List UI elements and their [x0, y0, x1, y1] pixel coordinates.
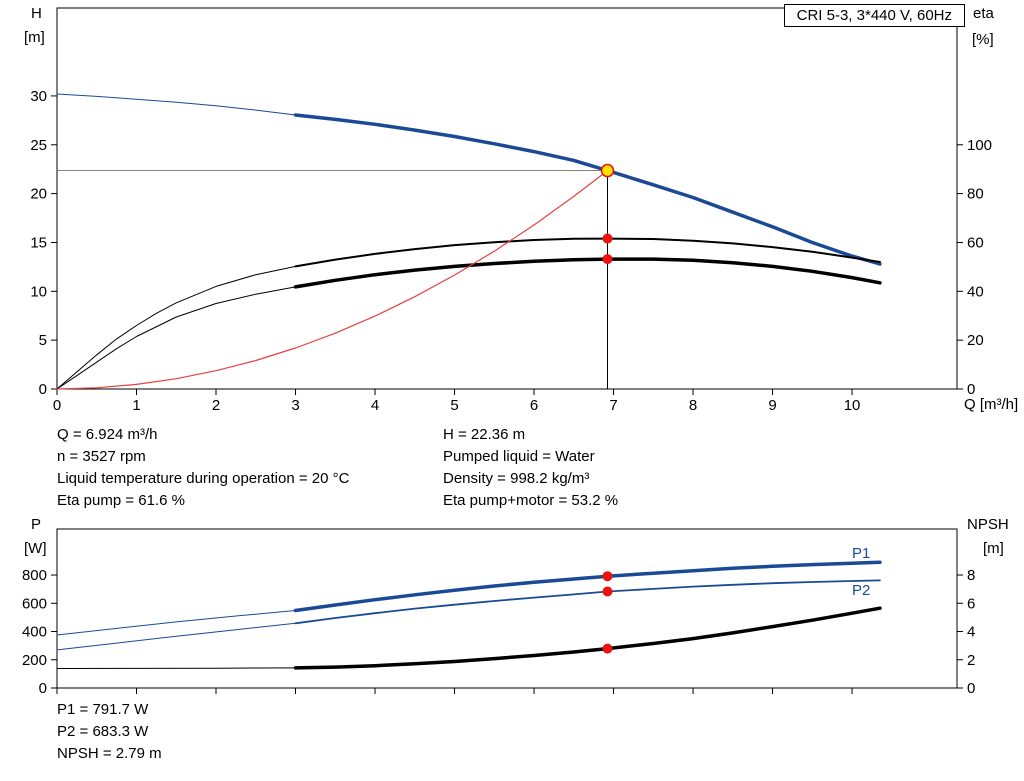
- p2-dot: [602, 586, 613, 597]
- npsh-lead: [56, 667, 296, 669]
- y-left-tick-label: 15: [30, 234, 47, 251]
- h-axis-unit: [m]: [24, 29, 45, 46]
- npsh-dot: [602, 643, 613, 654]
- eta-pump-motor-curve: [293, 257, 882, 289]
- head-curve: [293, 113, 882, 266]
- y-right-tick-label: 0: [967, 381, 975, 398]
- npsh-axis-label: NPSH: [967, 516, 1009, 533]
- y-right-tick-label: 60: [967, 234, 984, 251]
- p1-value-text: P1 = 791.7 W: [57, 701, 149, 718]
- eta-axis-unit: [%]: [972, 31, 994, 48]
- power-npsh-chart-frame: [56, 528, 958, 689]
- y-right-tick-label: 8: [967, 567, 975, 584]
- npsh-axis-unit: [m]: [983, 540, 1004, 557]
- x-tick-label: 2: [212, 397, 220, 414]
- operating-data-left-column: Q = 6.924 m³/h n = 3527 rpm Liquid tempe…: [57, 424, 349, 512]
- p1-lead: [56, 610, 296, 636]
- x-tick-label: 5: [450, 397, 458, 414]
- y-right-tick-label: 0: [967, 680, 975, 697]
- head-curve-lead: [56, 93, 296, 116]
- density-text: Density = 998.2 kg/m³: [443, 470, 590, 487]
- liquid-temperature-text: Liquid temperature during operation = 20…: [57, 470, 350, 487]
- y-left-tick-label: 0: [39, 381, 47, 398]
- duty-point: [600, 163, 615, 178]
- y-left-tick-label: 200: [22, 652, 47, 669]
- p1-dot: [602, 571, 613, 582]
- y-right-tick-label: 100: [967, 137, 992, 154]
- pumped-liquid-text: Pumped liquid = Water: [443, 448, 595, 465]
- y-left-tick-label: 20: [30, 186, 47, 203]
- npsh-value-text: NPSH = 2.79 m: [57, 745, 162, 762]
- y-left-tick-label: 0: [39, 680, 47, 697]
- qh-eta-chart-frame: [56, 7, 958, 390]
- p1-curve: [293, 560, 882, 613]
- x-tick-label: 10: [844, 397, 861, 414]
- pump-title-box: CRI 5-3, 3*440 V, 60Hz: [783, 4, 965, 27]
- x-tick-label: 3: [291, 397, 299, 414]
- q-value-text: Q = 6.924 m³/h: [57, 426, 158, 443]
- p2-curve: [294, 579, 881, 625]
- eta-pump-text: Eta pump = 61.6 %: [57, 492, 185, 509]
- y-left-tick-label: 600: [22, 595, 47, 612]
- h-axis-label: H: [31, 5, 42, 22]
- p2-label: P2: [852, 582, 870, 599]
- p2-value-text: P2 = 683.3 W: [57, 723, 149, 740]
- y-right-tick-label: 2: [967, 652, 975, 669]
- y-left-tick-label: 10: [30, 283, 47, 300]
- y-right-tick-label: 80: [967, 186, 984, 203]
- y-right-tick-label: 4: [967, 624, 975, 641]
- eta-pump-curve: [294, 237, 881, 268]
- x-tick-label: 7: [609, 397, 617, 414]
- y-right-tick-label: 20: [967, 332, 984, 349]
- operating-data-right-column: H = 22.36 m Pumped liquid = Water Densit…: [443, 424, 618, 512]
- eta-pump-lead: [56, 265, 296, 390]
- x-tick-label: 8: [689, 397, 697, 414]
- system-curve: [56, 170, 609, 390]
- p-axis-unit: [W]: [24, 540, 47, 557]
- y-right-tick-label: 6: [967, 595, 975, 612]
- power-npsh-values-column: P1 = 791.7 W P2 = 683.3 W NPSH = 2.79 m: [57, 699, 162, 765]
- y-left-tick-label: 800: [22, 567, 47, 584]
- p-axis-label: P: [31, 516, 42, 533]
- speed-value-text: n = 3527 rpm: [57, 448, 146, 465]
- y-right-tick-label: 40: [967, 283, 984, 300]
- head-value-text: H = 22.36 m: [443, 426, 526, 443]
- eta-pump-motor-dot: [602, 254, 613, 265]
- x-tick-label: 1: [132, 397, 140, 414]
- x-tick-label: 0: [53, 397, 61, 414]
- y-left-tick-label: 25: [30, 137, 47, 154]
- p2-lead: [56, 622, 296, 651]
- q-axis-label: Q [m³/h]: [964, 396, 1019, 413]
- y-left-tick-label: 400: [22, 624, 47, 641]
- eta-pump-dot: [602, 233, 613, 244]
- y-left-tick-label: 5: [39, 332, 47, 349]
- x-tick-label: 9: [768, 397, 776, 414]
- eta-pump-motor-lead: [56, 286, 296, 390]
- npsh-curve: [293, 606, 882, 670]
- x-tick-label: 6: [530, 397, 538, 414]
- eta-pump-motor-text: Eta pump+motor = 53.2 %: [443, 492, 619, 509]
- p1-label: P1: [852, 545, 870, 562]
- y-left-tick-label: 30: [30, 88, 47, 105]
- x-tick-label: 4: [371, 397, 379, 414]
- eta-axis-label: eta: [973, 5, 994, 22]
